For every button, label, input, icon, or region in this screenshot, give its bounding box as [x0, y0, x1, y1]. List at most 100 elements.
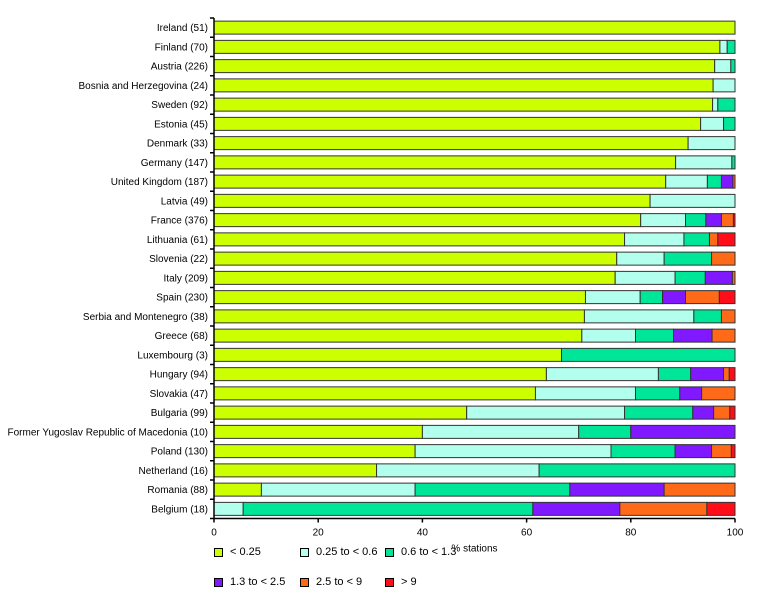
legend-swatch [385, 577, 394, 587]
bar-segment [242, 501, 534, 516]
bar-segment [639, 290, 664, 305]
category-label: Bulgaria (99) [151, 408, 208, 419]
category-label: Denmark (33) [147, 139, 208, 150]
bar-segment [649, 193, 736, 208]
bar-segment [538, 463, 736, 478]
category-label: Germany (147) [141, 158, 208, 169]
bar-segment [723, 116, 736, 131]
category-label: Slovakia (47) [150, 389, 208, 400]
bar-segment [705, 213, 722, 228]
legend-item: 0.6 to < 1.3 [385, 546, 456, 558]
bar-segment [706, 501, 736, 516]
bar-segment [711, 328, 736, 343]
bar-segment [687, 136, 736, 151]
category-label: Sweden (92) [151, 100, 208, 111]
bar-segment [711, 251, 736, 266]
legend-label: < 0.25 [230, 546, 261, 558]
bar-segment [532, 501, 621, 516]
bar-segment [663, 482, 736, 497]
bar-segment [545, 367, 659, 382]
category-label: Former Yugoslav Republic of Macedonia (1… [8, 427, 208, 438]
bar-segment [213, 328, 583, 343]
bar-segment [624, 232, 685, 247]
bar-segment [723, 367, 730, 382]
category-label: Austria (226) [151, 62, 208, 73]
bar-segment [701, 386, 736, 401]
bar-segment [213, 20, 736, 35]
bar-segment [213, 97, 714, 112]
bar-segment [213, 424, 423, 439]
x-tick-label: 0 [211, 528, 217, 539]
x-tick-label: 80 [625, 528, 637, 539]
bars-group [213, 20, 736, 516]
x-tick-label: 100 [727, 528, 744, 539]
x-tick-label: 40 [417, 528, 429, 539]
bar-segment [640, 213, 687, 228]
bar-segment [581, 328, 636, 343]
bar-segment [414, 482, 571, 497]
legend-item: < 0.25 [214, 546, 261, 558]
bar-segment [213, 270, 616, 285]
category-label: Finland (70) [155, 42, 208, 53]
bar-segment [665, 174, 708, 189]
bar-segment [213, 136, 689, 151]
legend-swatch [300, 577, 309, 587]
category-label: United Kingdom (187) [111, 177, 208, 188]
bar-segment [614, 270, 676, 285]
legend-swatch [385, 547, 394, 557]
bar-segment [674, 444, 713, 459]
bar-segment [713, 405, 731, 420]
bar-segment [213, 463, 378, 478]
bar-segment [213, 78, 714, 93]
category-label: Poland (130) [151, 447, 208, 458]
bar-segment [732, 213, 736, 228]
bar-segment [675, 155, 733, 170]
bar-segment [726, 39, 736, 54]
bar-segment [260, 482, 416, 497]
category-label: France (376) [151, 216, 208, 227]
category-labels: Ireland (51) Finland (70) Austria (226) Bos… [8, 23, 208, 515]
bar-segment [616, 251, 665, 266]
bar-segment [624, 405, 694, 420]
category-label: Slovenia (22) [149, 254, 208, 265]
bar-segment [213, 251, 618, 266]
legend-item: 2.5 to < 9 [300, 576, 362, 588]
category-label: Lithuania (61) [147, 235, 208, 246]
bar-segment [619, 501, 708, 516]
category-label: Latvia (49) [161, 196, 208, 207]
bar-segment [685, 290, 720, 305]
bar-segment [683, 232, 710, 247]
category-label: Netherland (16) [139, 466, 208, 477]
bar-segment [728, 367, 736, 382]
bar-segment [634, 386, 681, 401]
bar-segment [213, 367, 547, 382]
bar-segment [213, 39, 721, 54]
bar-segment [663, 251, 713, 266]
bar-segment [711, 444, 732, 459]
bar-segment [674, 270, 706, 285]
legend-swatch [214, 547, 223, 557]
category-label: Ireland (51) [157, 23, 208, 34]
bar-segment [690, 367, 725, 382]
legend-item: 1.3 to < 2.5 [214, 576, 285, 588]
legend-label: 1.3 to < 2.5 [230, 576, 286, 588]
bar-segment [720, 174, 734, 189]
bar-segment [569, 482, 665, 497]
legend-label: 0.25 to < 0.6 [316, 546, 378, 558]
bar-segment [720, 213, 734, 228]
bar-segment [717, 232, 736, 247]
bar-segment [213, 386, 536, 401]
category-label: Bosnia and Herzegovina (24) [78, 81, 208, 92]
bar-segment [679, 386, 703, 401]
bar-segment [584, 290, 641, 305]
category-label: Hungary (94) [150, 370, 208, 381]
legend-label: > 9 [401, 576, 417, 588]
bar-segment [700, 116, 725, 131]
category-label: Luxembourg (3) [137, 350, 208, 361]
bar-segment [213, 347, 563, 362]
category-label: Spain (230) [156, 293, 208, 304]
bar-segment [561, 347, 736, 362]
bar-segment [720, 309, 736, 324]
bar-segment [714, 59, 732, 74]
